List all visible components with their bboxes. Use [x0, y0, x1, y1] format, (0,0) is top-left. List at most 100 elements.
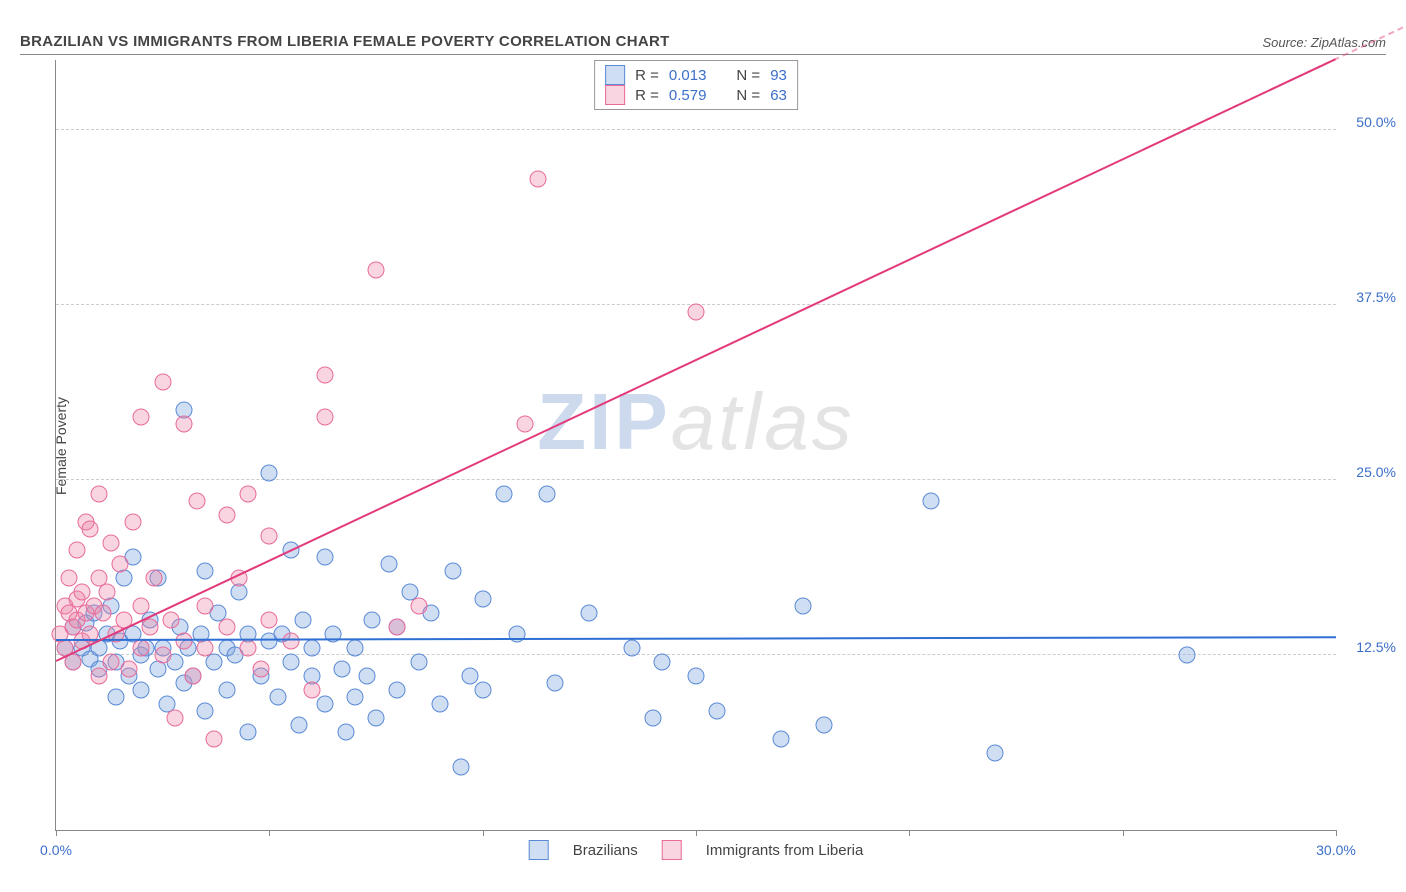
scatter-point-series1	[304, 640, 321, 657]
scatter-point-series2	[410, 598, 427, 615]
n-label-2: N =	[736, 87, 760, 104]
y-tick-label: 25.0%	[1356, 464, 1396, 480]
scatter-point-series1	[282, 654, 299, 671]
scatter-point-series1	[363, 612, 380, 629]
scatter-point-series2	[99, 584, 116, 601]
x-tick	[56, 830, 57, 836]
scatter-point-series1	[316, 549, 333, 566]
scatter-point-series2	[60, 570, 77, 587]
scatter-point-series2	[124, 514, 141, 531]
scatter-point-series2	[94, 605, 111, 622]
scatter-point-series1	[338, 724, 355, 741]
scatter-point-series2	[240, 486, 257, 503]
scatter-point-series2	[188, 493, 205, 510]
scatter-point-series1	[346, 689, 363, 706]
scatter-point-series2	[154, 374, 171, 391]
y-tick-label: 37.5%	[1356, 289, 1396, 305]
scatter-point-series1	[368, 710, 385, 727]
scatter-point-series1	[197, 563, 214, 580]
scatter-point-series2	[261, 612, 278, 629]
scatter-point-series2	[133, 409, 150, 426]
scatter-point-series2	[218, 619, 235, 636]
plot-area: ZIPatlas R = 0.013 N = 93 R = 0.579 N = …	[55, 60, 1336, 831]
scatter-point-series1	[1178, 647, 1195, 664]
scatter-point-series2	[184, 668, 201, 685]
scatter-point-series2	[389, 619, 406, 636]
swatch-series2	[605, 85, 625, 105]
scatter-point-series1	[333, 661, 350, 678]
chart-container: BRAZILIAN VS IMMIGRANTS FROM LIBERIA FEM…	[0, 0, 1406, 892]
trend-line-series2	[56, 58, 1337, 662]
scatter-point-series1	[474, 591, 491, 608]
scatter-point-series2	[163, 612, 180, 629]
scatter-point-series1	[261, 465, 278, 482]
scatter-point-series1	[653, 654, 670, 671]
scatter-point-series1	[295, 612, 312, 629]
scatter-point-series2	[517, 416, 534, 433]
scatter-point-series2	[103, 654, 120, 671]
swatch-series1	[605, 65, 625, 85]
scatter-point-series2	[90, 668, 107, 685]
stats-legend-box: R = 0.013 N = 93 R = 0.579 N = 63	[594, 60, 798, 110]
scatter-point-series1	[380, 556, 397, 573]
scatter-point-series2	[282, 633, 299, 650]
scatter-point-series2	[167, 710, 184, 727]
scatter-point-series1	[107, 689, 124, 706]
r-label-2: R =	[635, 87, 659, 104]
scatter-point-series2	[69, 542, 86, 559]
r-label-1: R =	[635, 67, 659, 84]
scatter-point-series2	[316, 367, 333, 384]
scatter-point-series2	[112, 556, 129, 573]
scatter-point-series2	[90, 486, 107, 503]
stats-row-series1: R = 0.013 N = 93	[605, 65, 787, 85]
scatter-point-series2	[73, 584, 90, 601]
x-tick-label: 30.0%	[1316, 842, 1356, 858]
watermark-zip: ZIP	[537, 377, 670, 466]
scatter-point-series1	[346, 640, 363, 657]
watermark-atlas: atlas	[671, 377, 855, 466]
scatter-point-series2	[197, 640, 214, 657]
y-tick-label: 50.0%	[1356, 114, 1396, 130]
x-tick-label: 0.0%	[40, 842, 72, 858]
scatter-point-series2	[154, 647, 171, 664]
stats-row-series2: R = 0.579 N = 63	[605, 85, 787, 105]
scatter-point-series1	[645, 710, 662, 727]
title-bar: BRAZILIAN VS IMMIGRANTS FROM LIBERIA FEM…	[20, 20, 1386, 55]
scatter-point-series1	[444, 563, 461, 580]
scatter-point-series1	[816, 717, 833, 734]
gridline-h	[56, 479, 1336, 480]
scatter-point-series1	[359, 668, 376, 685]
scatter-point-series1	[773, 731, 790, 748]
scatter-point-series2	[316, 409, 333, 426]
scatter-point-series2	[120, 661, 137, 678]
scatter-point-series2	[133, 640, 150, 657]
scatter-point-series1	[794, 598, 811, 615]
scatter-point-series1	[432, 696, 449, 713]
x-tick	[696, 830, 697, 836]
x-tick	[1123, 830, 1124, 836]
scatter-point-series1	[986, 745, 1003, 762]
scatter-point-series2	[176, 633, 193, 650]
scatter-point-series2	[240, 640, 257, 657]
scatter-point-series1	[197, 703, 214, 720]
y-tick-label: 12.5%	[1356, 639, 1396, 655]
x-tick	[483, 830, 484, 836]
watermark: ZIPatlas	[537, 376, 854, 468]
n-label-1: N =	[736, 67, 760, 84]
scatter-point-series1	[547, 675, 564, 692]
scatter-point-series2	[218, 507, 235, 524]
x-tick	[909, 830, 910, 836]
scatter-point-series1	[474, 682, 491, 699]
legend-label-series1: Brazilians	[573, 842, 638, 859]
scatter-point-series2	[261, 528, 278, 545]
scatter-point-series2	[304, 682, 321, 699]
scatter-point-series1	[453, 759, 470, 776]
scatter-point-series2	[368, 262, 385, 279]
chart-title: BRAZILIAN VS IMMIGRANTS FROM LIBERIA FEM…	[20, 33, 670, 50]
r-value-1: 0.013	[669, 67, 707, 84]
scatter-point-series1	[538, 486, 555, 503]
legend-label-series2: Immigrants from Liberia	[706, 842, 864, 859]
scatter-point-series1	[688, 668, 705, 685]
scatter-point-series1	[240, 724, 257, 741]
scatter-point-series2	[688, 304, 705, 321]
